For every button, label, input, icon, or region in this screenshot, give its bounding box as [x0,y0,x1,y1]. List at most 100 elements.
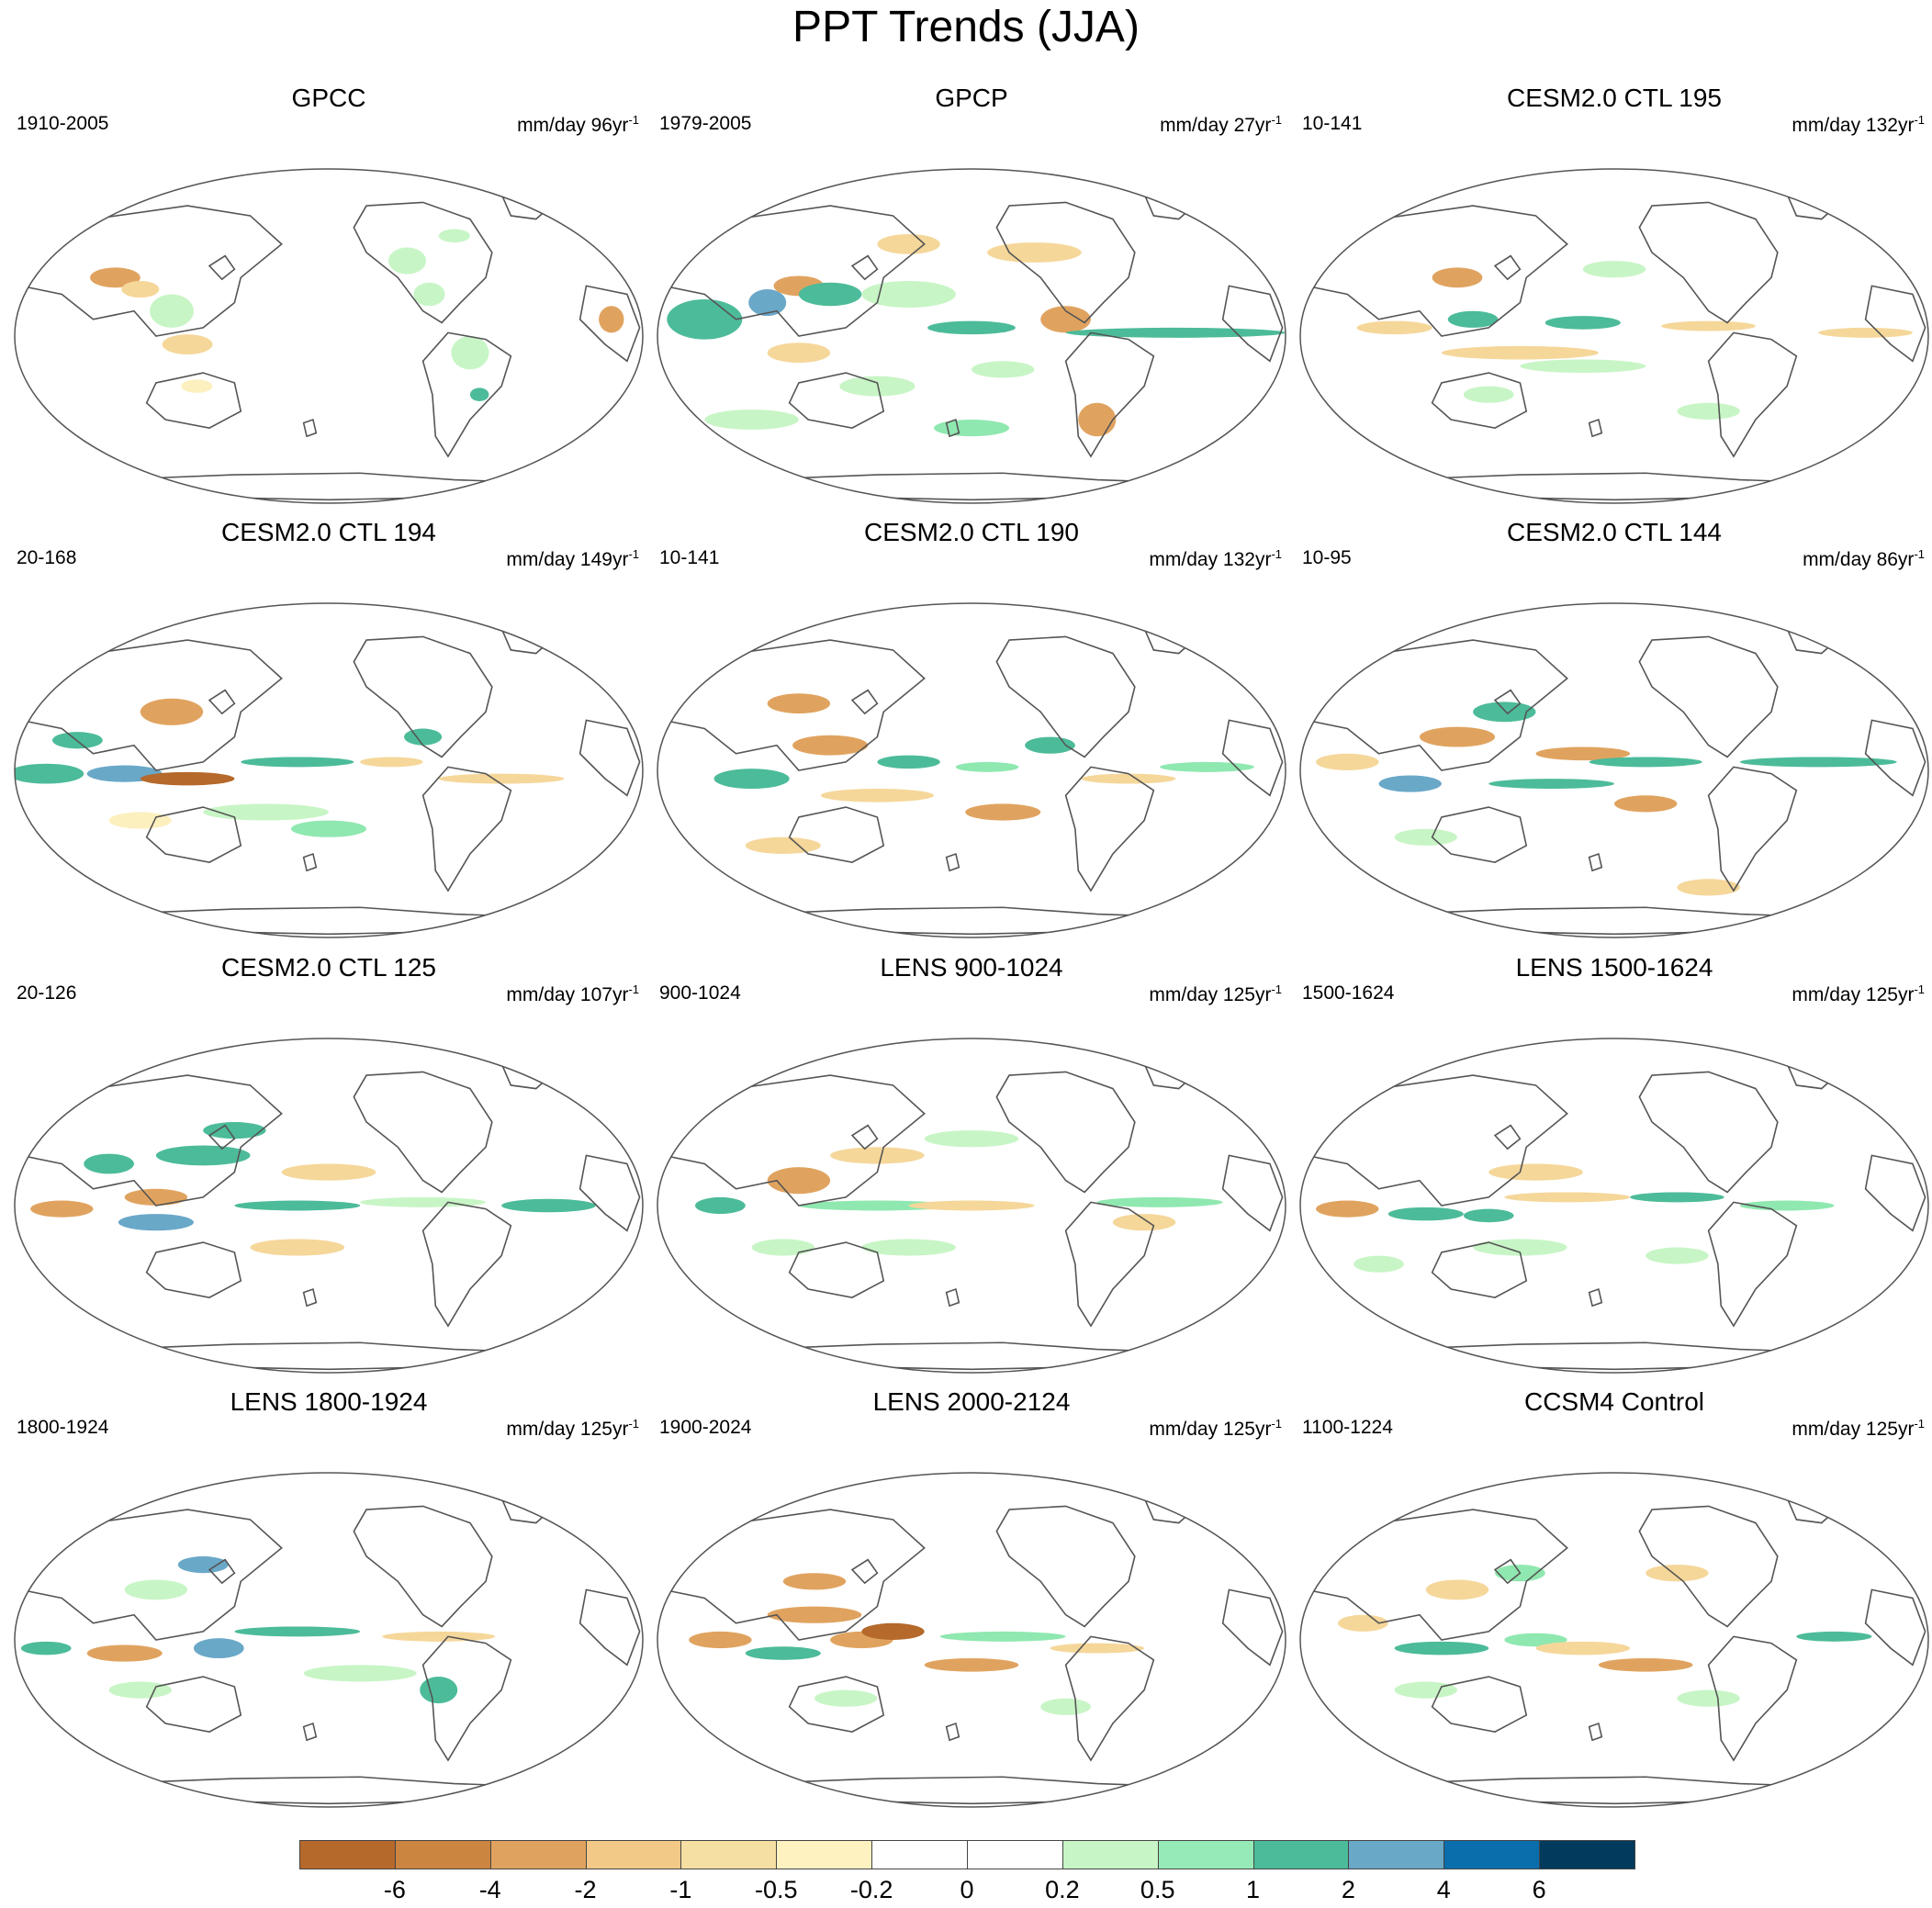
panel-title: LENS 1800-1924 [230,1387,428,1416]
coastline-antarctica [108,1341,549,1371]
trend-anomaly [15,763,84,784]
coastline-japan [1493,1124,1522,1150]
trend-anomaly [1598,1658,1693,1672]
map-border [14,602,644,938]
trend-anomaly [767,1606,862,1623]
trend-anomaly [1040,1698,1091,1715]
trend-anomaly [745,836,821,854]
coastline-australia [1431,372,1528,429]
trend-map [14,602,644,938]
trend-anomaly [121,280,160,298]
trend-anomaly [1160,761,1254,772]
trend-anomaly [1488,1163,1583,1181]
trend-map [657,602,1286,938]
trend-anomaly [118,1214,194,1231]
coastline-namerica [353,1505,493,1628]
trend-anomaly [745,1646,821,1660]
coastline-samerica [421,1201,512,1328]
panel-title: CESM2.0 CTL 195 [1507,84,1722,112]
panel-period: 1100-1224 [1302,1417,1393,1438]
coastline-africa [578,285,641,363]
figure-title: PPT Trends (JJA) [792,3,1140,51]
trend-anomaly [501,1198,596,1213]
map-border [1299,602,1929,938]
trend-anomaly [1432,267,1483,288]
panel-period: 1910-2005 [17,113,109,134]
trend-anomaly [438,773,565,784]
panel-title: CESM2.0 CTL 194 [221,518,436,546]
coastline-greenland [1785,623,1842,655]
trend-anomaly [1112,1214,1176,1231]
coastline-africa [1221,285,1284,363]
trend-anomaly [1081,773,1176,784]
coastline-namerica [995,635,1136,758]
colorbar-segment [871,1840,968,1869]
coastline-africa [578,1154,641,1232]
colorbar-tick-label: 6 [1532,1876,1546,1903]
trend-anomaly [1065,327,1286,338]
coastline-australia [788,372,885,429]
trend-map [14,1472,644,1808]
coastline-asia [662,1509,926,1641]
trend-anomaly [1316,753,1379,770]
colorbar-tick-label: -6 [383,1876,406,1903]
coastline-namerica [995,1505,1136,1628]
trend-anomaly [987,242,1082,263]
trend-anomaly [1078,402,1117,437]
colorbar-segment [680,1840,778,1869]
panel-title: LENS 2000-2124 [872,1387,1071,1416]
map-border [1299,1038,1929,1374]
trend-anomaly [108,1681,172,1699]
coastline-australia [145,1676,242,1733]
panel-title: CESM2.0 CTL 125 [221,953,436,982]
panel-period: 1500-1624 [1302,982,1395,1004]
coastline-australia [788,1676,885,1733]
trend-anomaly [1316,1200,1379,1218]
coastline-namerica [353,635,493,758]
coastline-japan [208,689,236,715]
colorbar-tick-label: 2 [1341,1876,1355,1903]
coastline-antarctica [751,906,1192,936]
coastline-greenland [1142,623,1199,655]
coastline-asia [662,205,926,337]
coastline-australia [788,1241,885,1298]
colorbar-segment [489,1840,587,1869]
coastline-nz [945,1287,960,1308]
panel-units: mm/day 125yr-1 [1792,1417,1925,1440]
trend-map [1299,1038,1929,1374]
colorbar-tick-label: -0.2 [849,1876,893,1903]
coastline-namerica [353,1071,493,1194]
trend-anomaly [861,280,956,309]
trend-anomaly [181,379,213,393]
coastline-africa [1864,285,1926,363]
colorbar [299,1840,1635,1871]
coastline-greenland [500,623,556,655]
coastline-namerica [1638,635,1779,758]
coastline-asia [19,1074,283,1207]
trend-anomaly [767,693,831,714]
map-panel: LENS 2000-2124 1900-2024 mm/day 125yr-1 [650,1386,1293,1818]
trend-anomaly [30,1200,94,1218]
trend-anomaly [1025,736,1075,754]
coastline-namerica [1638,1071,1779,1194]
trend-anomaly [695,1196,746,1215]
trend-map [1299,1472,1929,1808]
trend-anomaly [1646,1247,1709,1264]
colorbar-segment [1443,1840,1541,1869]
coastline-asia [1305,639,1568,771]
coastline-antarctica [1394,472,1835,501]
trend-anomaly [1387,1207,1464,1221]
trend-anomaly [413,282,445,307]
trend-anomaly [1661,320,1756,331]
trend-anomaly [792,735,869,756]
trend-anomaly [1504,1192,1631,1203]
coastline-africa [1864,1154,1926,1232]
colorbar-segment [1539,1840,1635,1869]
trend-anomaly [1425,1579,1489,1600]
trend-anomaly [1338,1614,1388,1632]
coastline-greenland [1142,1058,1199,1090]
trend-anomaly [1677,402,1740,420]
trend-map [657,1472,1286,1808]
trend-anomaly [704,410,799,430]
colorbar-segment [776,1840,873,1869]
